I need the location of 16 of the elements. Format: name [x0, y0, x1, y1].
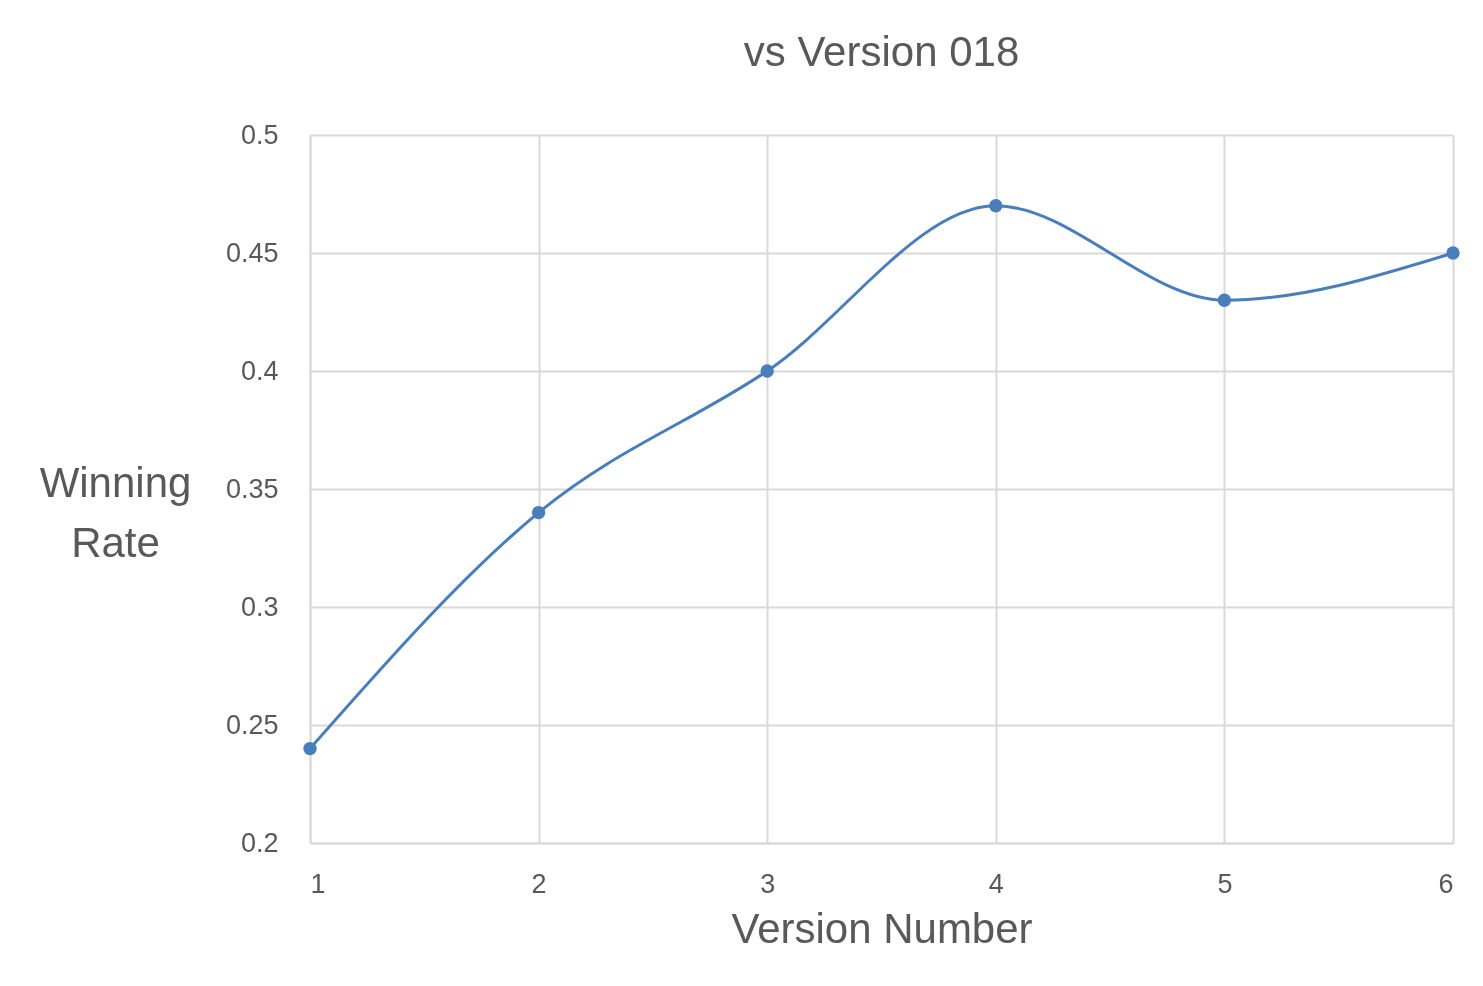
x-tick-label: 5	[1217, 868, 1233, 899]
x-tick-label: 6	[1438, 868, 1454, 899]
y-tick-label: 0.3	[240, 591, 279, 622]
chart-title: vs Version 018	[743, 28, 1020, 75]
y-tick-label: 0.35	[225, 473, 279, 504]
y-tick-label: 0.2	[240, 827, 279, 858]
x-tick-label: 4	[988, 868, 1004, 899]
x-tick-label: 1	[310, 868, 326, 899]
y-tick-label: 0.5	[240, 119, 279, 150]
x-axis-title: Version Number	[731, 904, 1033, 952]
y-tick-label: 0.45	[225, 237, 279, 268]
y-tick-label: 0.4	[240, 355, 279, 386]
y-axis-title: Winning Rate	[39, 458, 192, 566]
y-tick-label: 0.25	[225, 709, 279, 740]
x-tick-label: 3	[760, 868, 776, 899]
x-tick-label: 2	[531, 868, 547, 899]
